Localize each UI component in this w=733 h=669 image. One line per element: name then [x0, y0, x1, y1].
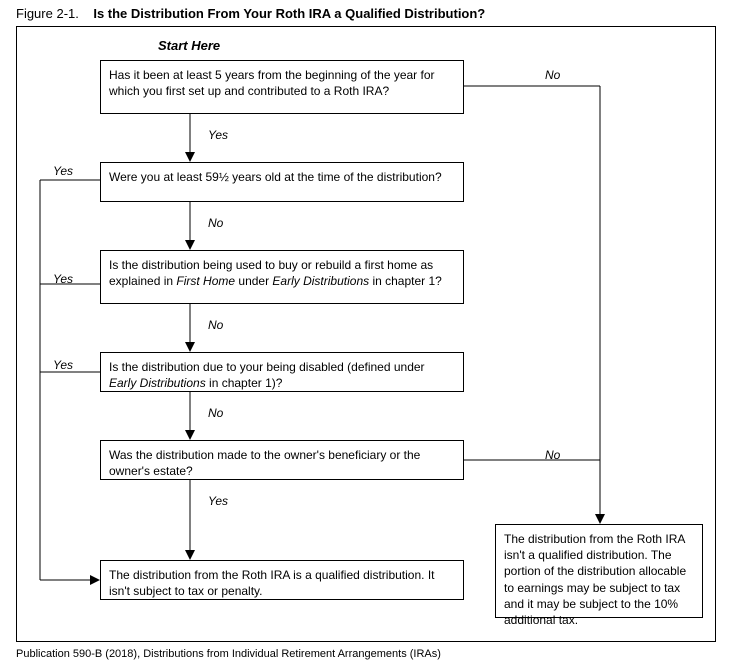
question-age-59half: Were you at least 59½ years old at the t… — [100, 162, 464, 202]
question-beneficiary-text: Was the distribution made to the owner's… — [109, 448, 420, 478]
edge-q2-yes: Yes — [53, 164, 73, 178]
question-5-year: Has it been at least 5 years from the be… — [100, 60, 464, 114]
figure-title-row: Figure 2-1. Is the Distribution From You… — [16, 6, 485, 21]
result-qualified-text: The distribution from the Roth IRA is a … — [109, 568, 435, 598]
edge-q4-no: No — [208, 406, 223, 420]
result-not-qualified-text: The distribution from the Roth IRA isn't… — [504, 532, 686, 627]
question-beneficiary: Was the distribution made to the owner's… — [100, 440, 464, 480]
start-here-label: Start Here — [158, 38, 220, 53]
edge-q3-yes: Yes — [53, 272, 73, 286]
question-first-home: Is the distribution being used to buy or… — [100, 250, 464, 304]
question-5-year-text: Has it been at least 5 years from the be… — [109, 68, 435, 98]
edge-q4-yes: Yes — [53, 358, 73, 372]
edge-q1-yes: Yes — [208, 128, 228, 142]
result-not-qualified: The distribution from the Roth IRA isn't… — [495, 524, 703, 618]
question-disabled: Is the distribution due to your being di… — [100, 352, 464, 392]
figure-number: Figure 2-1. — [16, 6, 79, 21]
edge-q5-yes: Yes — [208, 494, 228, 508]
question-first-home-text: Is the distribution being used to buy or… — [109, 258, 442, 288]
figure-title: Is the Distribution From Your Roth IRA a… — [93, 6, 485, 21]
edge-q5-no: No — [545, 448, 560, 462]
edge-q2-no: No — [208, 216, 223, 230]
question-age-text: Were you at least 59½ years old at the t… — [109, 170, 442, 184]
publication-footer: Publication 590-B (2018), Distributions … — [16, 648, 441, 660]
question-disabled-text: Is the distribution due to your being di… — [109, 360, 425, 390]
edge-q3-no: No — [208, 318, 223, 332]
edge-q1-no: No — [545, 68, 560, 82]
result-qualified: The distribution from the Roth IRA is a … — [100, 560, 464, 600]
figure-canvas: Figure 2-1. Is the Distribution From You… — [0, 0, 733, 669]
